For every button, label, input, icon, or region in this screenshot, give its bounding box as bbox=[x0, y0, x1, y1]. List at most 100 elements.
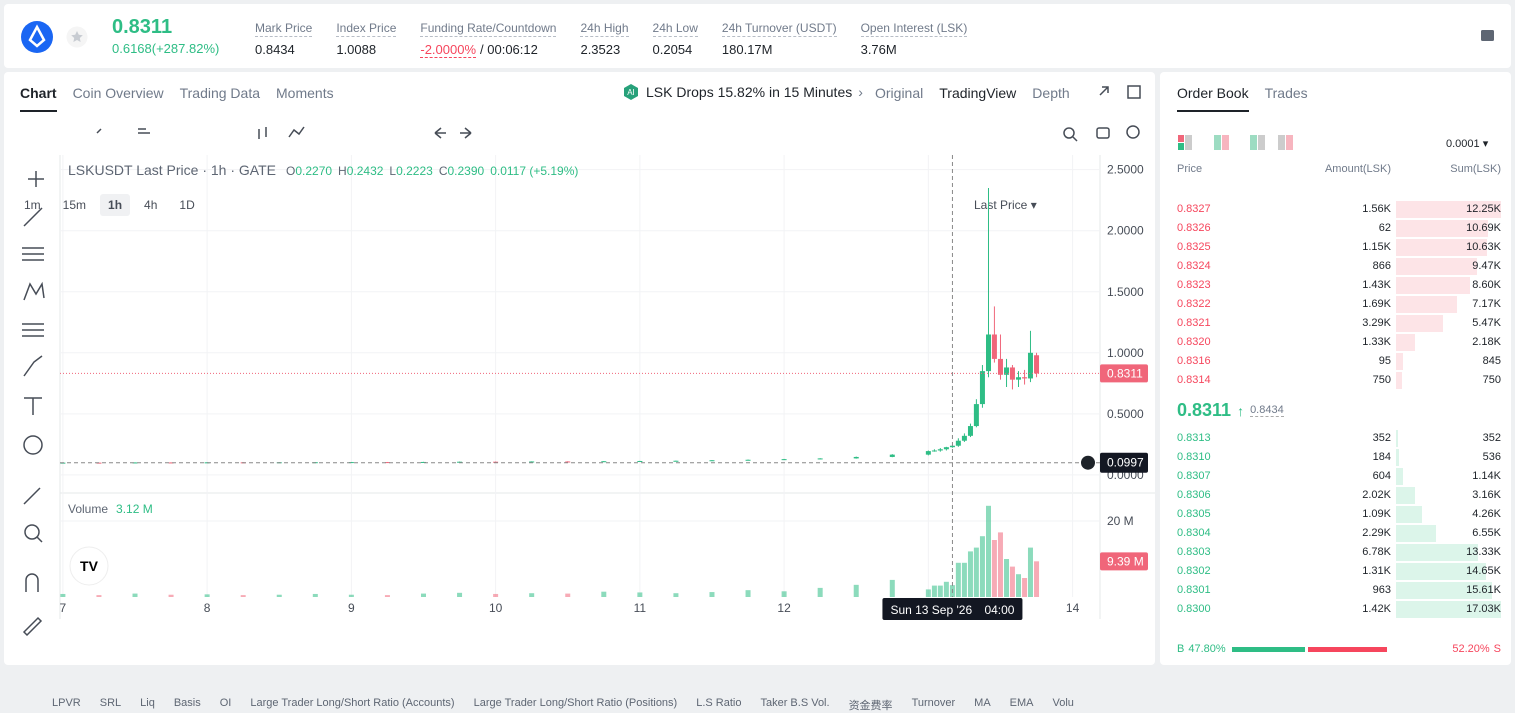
y-tick-label: 0.5000 bbox=[1107, 407, 1144, 421]
indicator-tab[interactable]: LPVR bbox=[52, 697, 81, 709]
mid-price-row: 0.8311 ↑ 0.8434 bbox=[1177, 400, 1284, 421]
svg-text:AI: AI bbox=[627, 88, 635, 97]
candle-body bbox=[637, 460, 643, 462]
coin-logo bbox=[21, 21, 53, 53]
indicator-tab[interactable]: Large Trader Long/Short Ratio (Positions… bbox=[473, 697, 678, 709]
news-text: LSK Drops 15.82% in 15 Minutes bbox=[646, 84, 853, 100]
depth-bar bbox=[1396, 201, 1501, 218]
book-row: 0.8322 1.69K 7.17K bbox=[1177, 295, 1501, 314]
book-sum: 6.55K bbox=[1472, 527, 1501, 539]
book-amount: 1.42K bbox=[1362, 603, 1391, 615]
x-tick-label: 7 bbox=[60, 601, 67, 615]
book-row: 0.8327 1.56K 12.25K bbox=[1177, 200, 1501, 219]
volume-bar bbox=[1027, 547, 1033, 597]
indicator-tab[interactable]: Volu bbox=[1052, 697, 1074, 709]
sell-side: 52.20% S bbox=[1452, 643, 1501, 655]
volume-bar bbox=[276, 594, 282, 597]
depth-bar bbox=[1396, 296, 1458, 313]
book-amount: 963 bbox=[1372, 584, 1391, 596]
indicator-tab[interactable]: EMA bbox=[1009, 697, 1034, 709]
order-book-tab[interactable]: Trades bbox=[1264, 85, 1308, 101]
mid-arrow: ↑ bbox=[1237, 402, 1245, 419]
news-alert[interactable]: AI LSK Drops 15.82% in 15 Minutes › bbox=[622, 83, 863, 101]
indicator-tab[interactable]: SRL bbox=[99, 697, 122, 709]
depth-bar bbox=[1396, 315, 1443, 332]
book-amount: 1.56K bbox=[1362, 203, 1391, 215]
chart-tab[interactable]: Moments bbox=[276, 85, 334, 101]
favorite-star[interactable] bbox=[66, 26, 88, 48]
book-price: 0.8320 bbox=[1177, 336, 1211, 348]
volume-bar bbox=[889, 579, 895, 597]
price-type[interactable]: Last Price ▾ bbox=[974, 198, 1037, 212]
chart-tab[interactable]: Trading Data bbox=[179, 85, 261, 101]
volume-bar bbox=[1034, 561, 1040, 597]
indicator-tab[interactable]: Taker B.S Vol. bbox=[760, 697, 830, 709]
stat-number: 0.2054 bbox=[652, 42, 693, 57]
indicator-tab[interactable]: Large Trader Long/Short Ratio (Accounts) bbox=[250, 697, 455, 709]
volume-value: 3.12 M bbox=[116, 502, 153, 516]
volume-bar bbox=[673, 593, 679, 597]
ticker-stat: Index Price 1.0088 bbox=[336, 21, 397, 57]
book-price: 0.8316 bbox=[1177, 355, 1211, 367]
chart-tab[interactable]: Chart bbox=[20, 85, 57, 112]
book-row: 0.8323 1.43K 8.60K bbox=[1177, 276, 1501, 295]
depth-bar bbox=[1396, 544, 1479, 561]
book-price: 0.8313 bbox=[1177, 432, 1211, 444]
interval[interactable]: 1m bbox=[24, 198, 41, 212]
book-sum: 352 bbox=[1482, 432, 1501, 444]
volume-bar bbox=[420, 593, 426, 597]
candle-body bbox=[673, 460, 679, 462]
book-row: 0.8313 352 352 bbox=[1177, 429, 1501, 448]
book-row: 0.8306 2.02K 3.16K bbox=[1177, 486, 1501, 505]
precision-select[interactable]: 0.0001 ▾ bbox=[1446, 138, 1489, 150]
view-mode[interactable]: TradingView bbox=[939, 85, 1017, 101]
ticker-stat: 24h High 2.3523 bbox=[580, 21, 629, 57]
order-book-tab[interactable]: Order Book bbox=[1177, 85, 1249, 112]
book-amount: 1.43K bbox=[1362, 279, 1391, 291]
candle-body bbox=[1034, 355, 1040, 374]
svg-text:TV: TV bbox=[80, 558, 99, 574]
ticker-stat: Mark Price 0.8434 bbox=[255, 21, 313, 57]
stat-value: 1.0088 bbox=[336, 42, 396, 57]
book-amount: 2.29K bbox=[1362, 527, 1391, 539]
crosshair-time: 04:00 bbox=[984, 603, 1014, 617]
indicator-tab[interactable]: Liq bbox=[140, 697, 155, 709]
x-tick-label: 11 bbox=[634, 601, 647, 615]
interval[interactable]: 1D bbox=[179, 198, 195, 212]
indicator-tab[interactable]: Turnover bbox=[911, 697, 956, 709]
volume-bar bbox=[967, 551, 973, 597]
book-amount: 1.09K bbox=[1362, 508, 1391, 520]
volume-bar bbox=[991, 540, 997, 597]
x-tick-label: 12 bbox=[777, 601, 791, 615]
candle-body bbox=[601, 461, 607, 463]
indicator-tab[interactable]: Basis bbox=[173, 697, 201, 709]
book-sum: 845 bbox=[1482, 355, 1501, 367]
sell-bar bbox=[1307, 647, 1387, 652]
sell-key: S bbox=[1493, 643, 1501, 655]
header-icon[interactable] bbox=[1480, 28, 1496, 44]
indicator-tab[interactable]: OI bbox=[219, 697, 232, 709]
chart-tab[interactable]: Coin Overview bbox=[72, 85, 164, 101]
book-amount: 1.33K bbox=[1362, 336, 1391, 348]
book-sum: 10.69K bbox=[1466, 222, 1501, 234]
indicator-tab[interactable]: MA bbox=[974, 697, 991, 709]
volume-bar bbox=[979, 536, 985, 597]
book-price: 0.8326 bbox=[1177, 222, 1211, 234]
indicator-tab[interactable]: 资金费率 bbox=[848, 700, 893, 712]
interval[interactable]: 1h bbox=[100, 194, 131, 216]
interval[interactable]: 4h bbox=[144, 198, 158, 212]
stat-number: 0.8434 bbox=[255, 42, 295, 57]
stat-number: -2.0000% bbox=[420, 42, 477, 58]
view-mode[interactable]: Original bbox=[875, 85, 924, 101]
x-tick-label: 8 bbox=[204, 601, 211, 615]
interval[interactable]: 15m bbox=[62, 198, 87, 212]
view-mode[interactable]: Depth bbox=[1032, 85, 1070, 101]
stat-label: 24h Low bbox=[652, 21, 698, 37]
book-price: 0.8324 bbox=[1177, 260, 1211, 272]
book-sum: 13.33K bbox=[1466, 546, 1501, 558]
crosshair-price: 0.0997 bbox=[1107, 456, 1144, 470]
book-amount: 184 bbox=[1372, 451, 1391, 463]
legend-key: O bbox=[286, 164, 295, 178]
indicator-tab[interactable]: L.S Ratio bbox=[696, 697, 742, 709]
depth-bar bbox=[1396, 334, 1415, 351]
